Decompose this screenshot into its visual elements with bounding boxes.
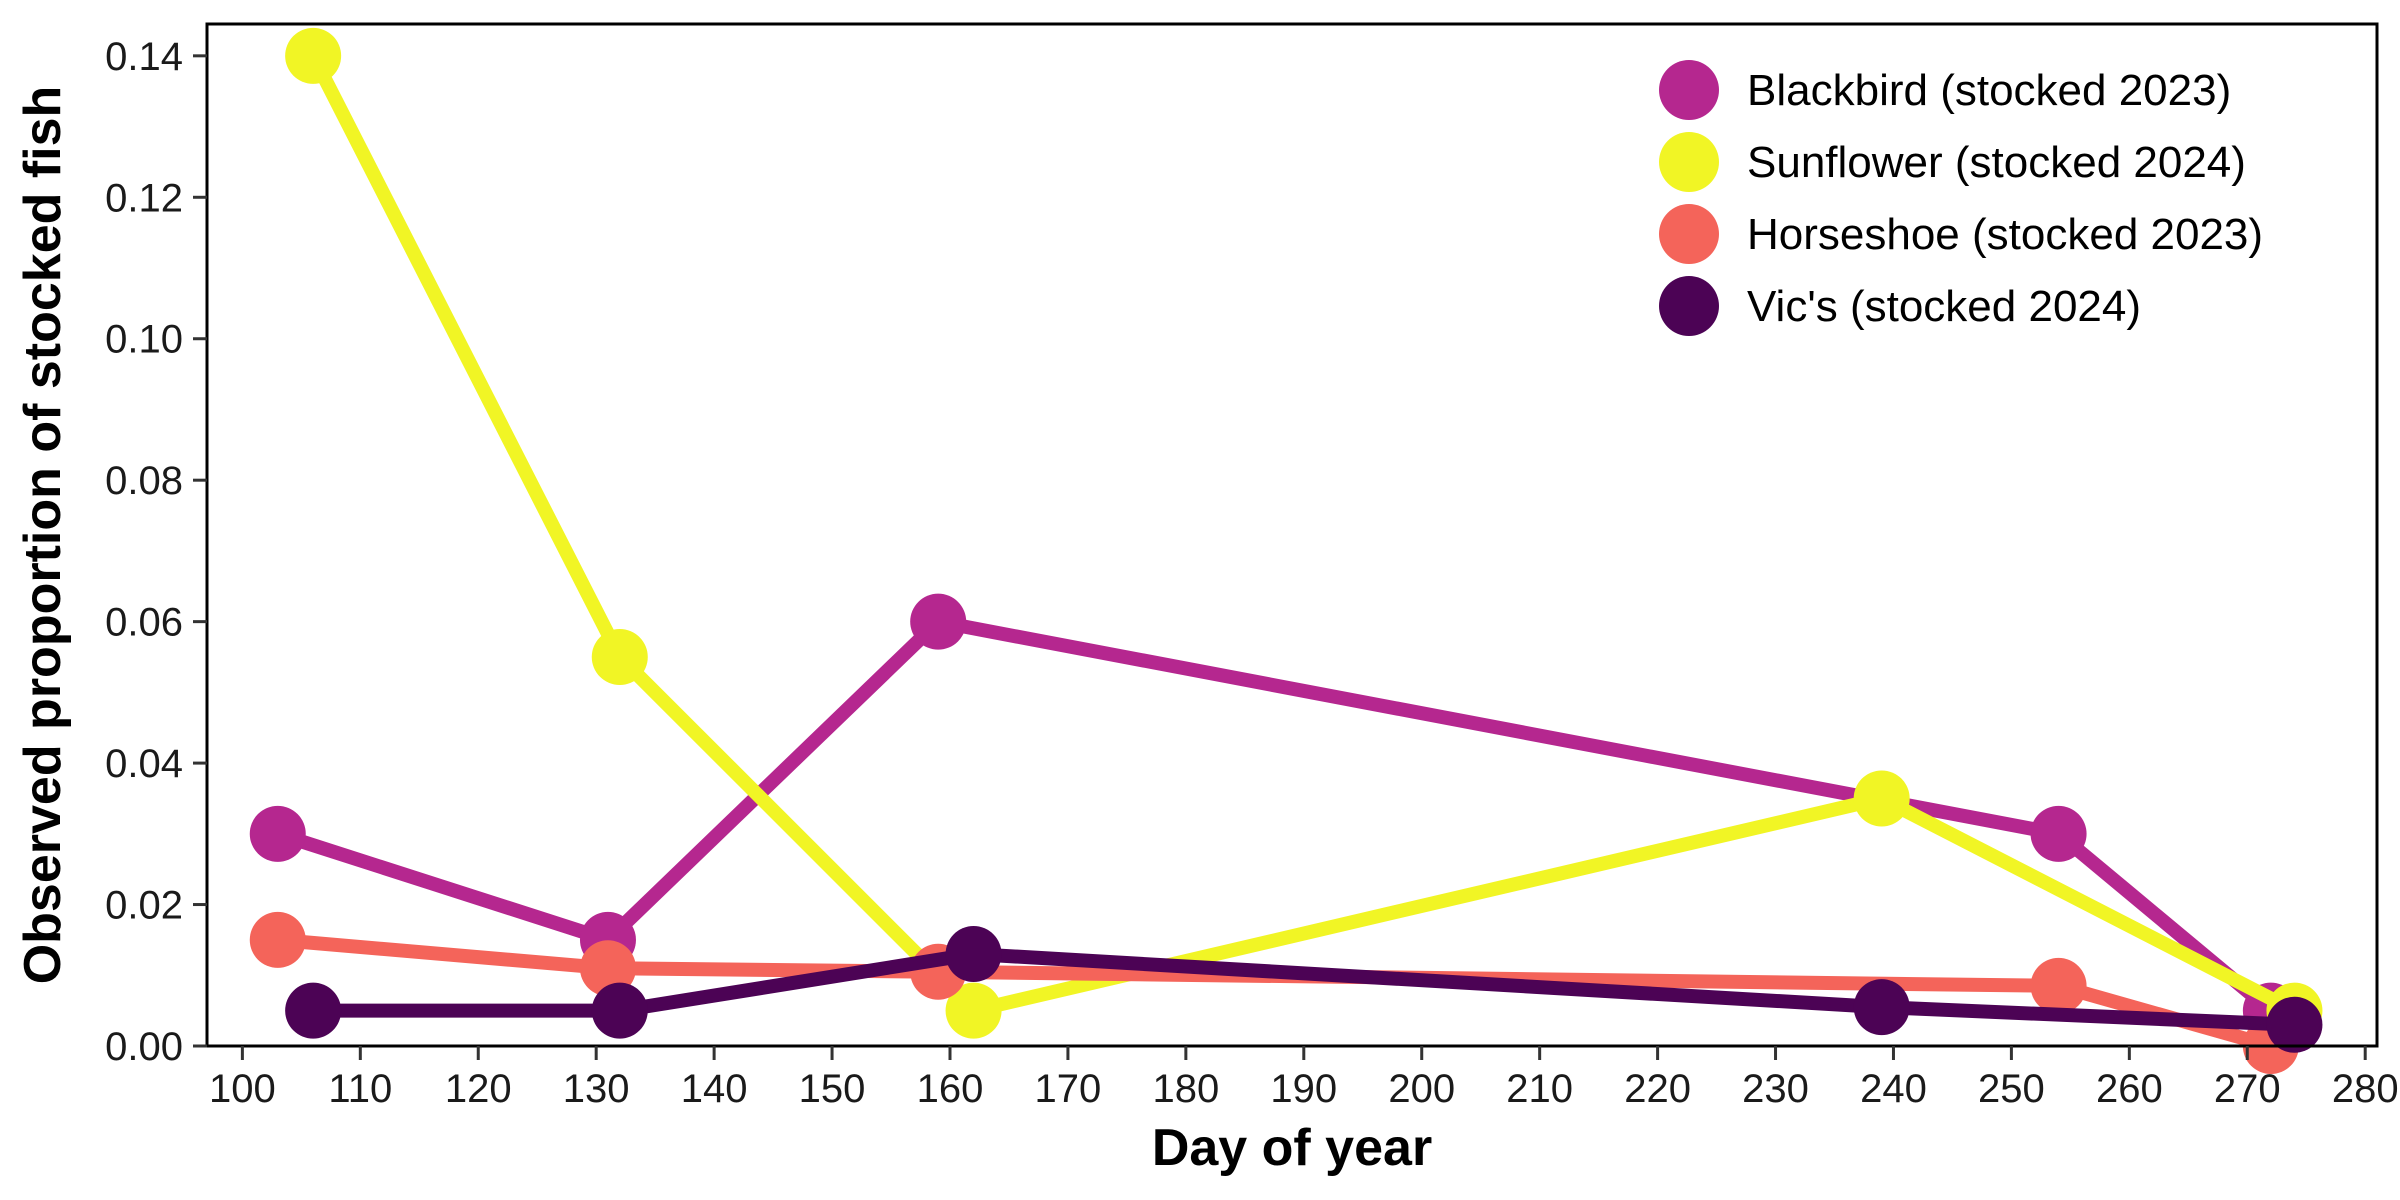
data-point-horseshoe-stocked-2023-3	[2030, 957, 2087, 1014]
series-layer	[249, 27, 2323, 1074]
y-tick-label-1: 0.02	[105, 884, 183, 928]
y-tick-label-4: 0.08	[105, 459, 183, 503]
legend-label-horseshoe-stocked-2023: Horseshoe (stocked 2023)	[1747, 210, 2263, 259]
x-tick-label-160: 160	[917, 1067, 984, 1111]
data-point-horseshoe-stocked-2023-0	[249, 911, 306, 968]
legend-key-horseshoe-stocked-2023	[1659, 204, 1719, 264]
x-axis: 100 110 120 130 140 150 160 170 180 190 200 210 220 2…	[209, 1046, 2399, 1111]
legend-label-sunflower-stocked-2024: Sunflower (stocked 2024)	[1747, 138, 2246, 187]
x-tick-label-150: 150	[799, 1067, 866, 1111]
data-point-vic-s-stocked-2024-2	[945, 926, 1002, 983]
plot-frame	[205, 22, 2379, 1048]
x-tick-label-110: 110	[328, 1067, 392, 1111]
x-axis-title: Day of year	[1152, 1119, 1432, 1177]
y-axis-title: Observed proportion of stocked fish	[14, 86, 72, 985]
y-tick-label-7: 0.14	[105, 35, 183, 79]
y-tick-label-5: 0.10	[105, 318, 183, 362]
legend-key-sunflower-stocked-2024	[1659, 132, 1719, 192]
data-point-vic-s-stocked-2024-0	[285, 982, 342, 1039]
legend: Blackbird (stocked 2023) Sunflower (stock…	[1659, 60, 2263, 336]
data-point-horseshoe-stocked-2023-1	[579, 940, 636, 997]
data-point-blackbird-stocked-2023-0	[249, 805, 306, 862]
data-point-sunflower-stocked-2024-3	[1853, 770, 1910, 827]
data-point-blackbird-stocked-2023-3	[2030, 805, 2087, 862]
x-tick-label-240: 240	[1860, 1067, 1927, 1111]
data-point-vic-s-stocked-2024-1	[591, 982, 648, 1039]
x-tick-label-200: 200	[1388, 1067, 1455, 1111]
x-tick-label-260: 260	[2096, 1067, 2163, 1111]
x-tick-label-230: 230	[1742, 1067, 1809, 1111]
data-point-sunflower-stocked-2024-1	[591, 629, 648, 686]
legend-key-vic-s-stocked-2024	[1659, 276, 1719, 336]
x-tick-label-170: 170	[1035, 1067, 1102, 1111]
legend-key-blackbird-stocked-2023	[1659, 60, 1719, 120]
x-tick-label-190: 190	[1270, 1067, 1337, 1111]
y-tick-label-2: 0.04	[105, 742, 183, 786]
y-tick-label-3: 0.06	[105, 601, 183, 645]
x-tick-label-180: 180	[1152, 1067, 1219, 1111]
legend-label-vic-s-stocked-2024: Vic's (stocked 2024)	[1747, 282, 2141, 331]
data-point-blackbird-stocked-2023-2	[910, 593, 967, 650]
y-axis: 0.00 0.02 0.04 0.06 0.08 0.10 0.12 0.14	[105, 35, 207, 1069]
data-point-vic-s-stocked-2024-3	[1853, 979, 1910, 1036]
x-tick-label-270: 270	[2214, 1067, 2281, 1111]
data-point-sunflower-stocked-2024-0	[285, 27, 342, 84]
x-tick-label-220: 220	[1624, 1067, 1691, 1111]
data-point-vic-s-stocked-2024-4	[2266, 996, 2323, 1053]
x-tick-label-140: 140	[681, 1067, 748, 1111]
y-tick-label-0: 0.00	[105, 1025, 183, 1069]
x-tick-label-280: 280	[2332, 1067, 2399, 1111]
legend-label-blackbird-stocked-2023: Blackbird (stocked 2023)	[1747, 66, 2231, 115]
y-tick-label-6: 0.12	[105, 176, 183, 220]
x-tick-label-120: 120	[445, 1067, 512, 1111]
series-vic-s-stocked-2024	[285, 926, 2323, 1053]
x-tick-label-210: 210	[1506, 1067, 1573, 1111]
x-tick-label-100: 100	[209, 1067, 276, 1111]
data-point-sunflower-stocked-2024-2	[945, 982, 1002, 1039]
x-tick-label-250: 250	[1978, 1067, 2045, 1111]
x-tick-label-130: 130	[563, 1067, 630, 1111]
